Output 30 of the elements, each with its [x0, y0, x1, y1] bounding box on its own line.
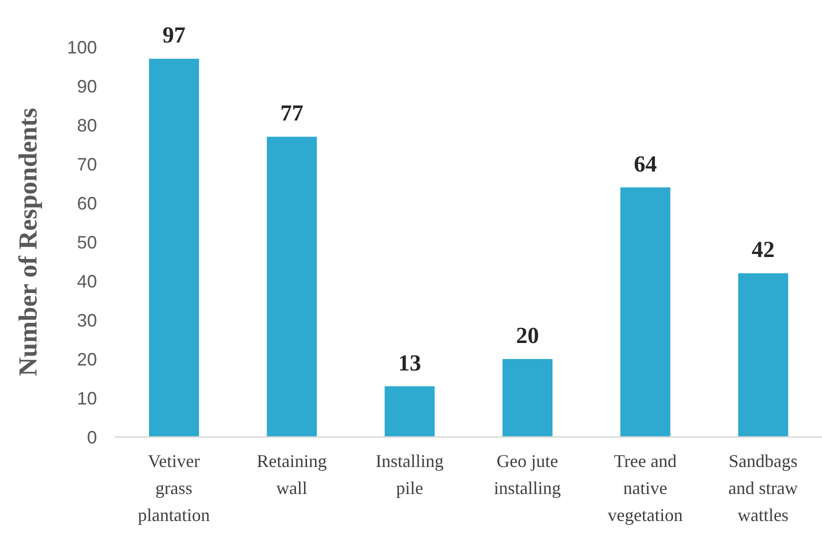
- bar: [384, 386, 435, 437]
- x-tick-label: Vetiver grass plantation: [138, 451, 210, 525]
- y-tick-label: 50: [76, 232, 97, 252]
- x-tick-label: Installing pile: [376, 451, 444, 498]
- y-tick-label: 40: [76, 271, 97, 292]
- bar: [738, 273, 788, 437]
- y-tick-label: 0: [86, 427, 97, 448]
- y-tick-label: 70: [76, 154, 97, 174]
- y-tick-label: 30: [76, 310, 97, 330]
- y-tick-label: 60: [76, 193, 97, 214]
- x-tick-label: Sandbags and straw wattles: [728, 451, 798, 525]
- bar: [266, 136, 317, 437]
- bar: [502, 359, 552, 437]
- data-label: 42: [752, 237, 775, 262]
- y-axis-title: Number of Respondents: [14, 108, 42, 376]
- y-tick-label: 20: [76, 349, 97, 370]
- data-label: 64: [634, 151, 658, 176]
- data-label: 97: [162, 22, 186, 48]
- x-tick-label: Tree and native vegetation: [608, 451, 683, 525]
- x-tick-label: Geo jute installing: [494, 451, 561, 498]
- y-tick-label: 90: [76, 76, 97, 96]
- bar: [149, 58, 199, 437]
- y-tick-label: 100: [66, 37, 97, 58]
- y-tick-label: 10: [76, 388, 97, 408]
- bar: [620, 187, 670, 437]
- data-label: 13: [398, 350, 422, 376]
- data-label: 77: [280, 100, 304, 126]
- y-tick-label: 80: [76, 115, 97, 136]
- x-tick-label: Retaining wall: [256, 451, 327, 498]
- data-label: 20: [516, 323, 539, 348]
